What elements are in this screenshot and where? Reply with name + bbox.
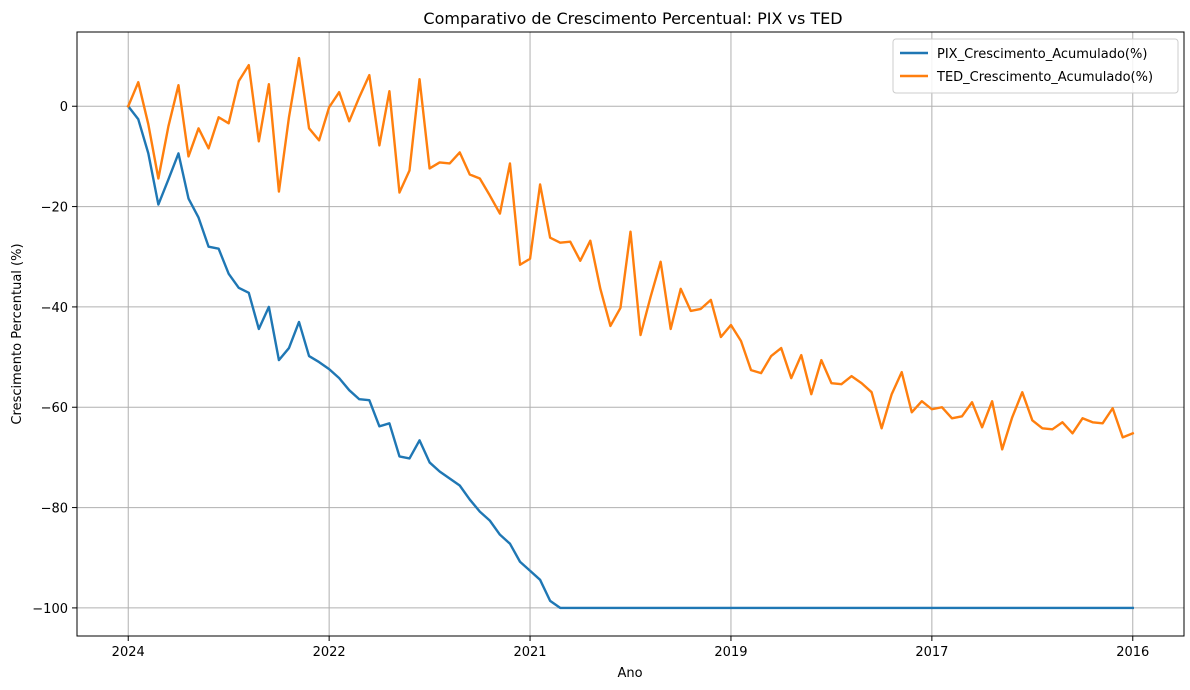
y-tick-label: −40: [41, 301, 68, 316]
y-tick-label: −60: [41, 401, 68, 416]
series-layer: [126, 56, 1135, 610]
legend-entry: PIX_Crescimento_Acumulado(%): [937, 47, 1147, 62]
legend: PIX_Crescimento_Acumulado(%) TED_Crescime…: [892, 38, 1179, 94]
x-tick-label: 2016: [1116, 645, 1149, 660]
y-tick-label: −80: [41, 502, 68, 517]
y-tick-label: −20: [41, 201, 68, 216]
x-tick-label: 2024: [112, 645, 145, 660]
series-line-pix: [126, 104, 1134, 610]
legend-box: [892, 38, 1179, 94]
grid-lines: [77, 32, 1184, 636]
x-tick-label: 2021: [513, 645, 546, 660]
x-axis: 2024 2022 2021 2019 2017 2016: [112, 636, 1149, 660]
y-tick-label: 0: [60, 100, 68, 115]
legend-entry: TED_Crescimento_Acumulado(%): [936, 70, 1153, 85]
x-tick-label: 2017: [915, 645, 948, 660]
x-tick-label: 2019: [714, 645, 747, 660]
chart-title: Comparativo de Crescimento Percentual: P…: [423, 9, 842, 28]
y-axis: 0 −20 −40 −60 −80 −100: [32, 100, 77, 617]
x-tick-label: 2022: [313, 645, 346, 660]
x-axis-label: Ano: [617, 666, 642, 681]
y-tick-label: −100: [32, 602, 68, 617]
series-line-ted: [126, 56, 1135, 451]
plot-frame: [76, 31, 1185, 637]
y-axis-label: Crescimento Percentual (%): [10, 243, 25, 424]
